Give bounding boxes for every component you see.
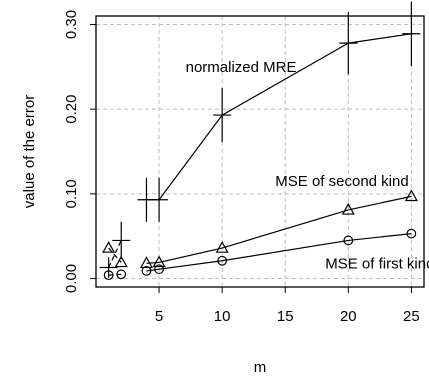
data-point-triangle [139,256,153,269]
series-segment [348,195,412,211]
annotation-label: MSE of second kind [275,173,408,190]
y-tick-label: 0.20 [63,95,80,124]
grid [96,16,424,287]
data-point-plus [339,11,358,75]
series-plus [99,1,421,278]
data-point-plus [112,221,131,260]
series-segment [146,261,160,264]
series-segment [146,268,160,272]
series-segment [221,42,349,116]
data-point-triangle [152,255,166,268]
data-point-circle [406,228,417,239]
annotation-label: MSE of first kind [325,255,429,272]
x-axis-label: m [254,359,267,376]
series-segment [158,260,223,270]
data-point-circle [103,270,114,281]
series-segment [108,247,122,263]
plot-frame [95,15,425,288]
data-point-triangle [114,255,128,268]
x-tick-label: 25 [403,308,420,325]
series-segment [348,233,412,242]
y-axis-label: value of the error [21,95,38,208]
y-tick-label: 0.10 [63,179,80,208]
data-point-triangle [215,241,229,253]
series-circle [103,228,417,281]
data-point-triangle [102,241,116,253]
data-point-circle [343,235,354,246]
series-segment [222,239,349,262]
x-axis: 5 10 15 20 25 [155,287,420,325]
series-triangle [102,189,418,269]
series-segment [348,33,412,44]
data-point-circle [217,255,228,266]
x-tick-label: 10 [214,308,231,325]
x-tick-label: 5 [155,308,163,325]
data-point-plus [213,87,232,143]
data-point-circle [116,269,127,280]
annotation-label: normalized MRE [186,59,297,76]
series-segment [221,209,349,249]
data-point-plus [150,177,169,222]
data-point-triangle [341,202,355,215]
series-segment [108,240,122,268]
y-tick-label: 0.30 [63,10,80,39]
x-tick-label: 20 [340,308,357,325]
annotation-layer: normalized MRE MSE of second kind MSE of f… [186,59,429,272]
data-point-triangle [404,189,418,202]
series-segment [108,273,122,276]
data-point-circle [141,266,152,276]
y-axis: 0.00 0.10 0.20 0.30 [63,10,96,293]
series-segment [158,247,223,264]
data-point-plus [402,1,421,66]
data-point-plus [99,257,118,278]
series-segment [158,114,223,201]
series-layer [99,1,421,281]
x-tick-label: 15 [277,308,294,325]
data-point-circle [154,264,164,275]
y-tick-label: 0.00 [63,264,80,293]
